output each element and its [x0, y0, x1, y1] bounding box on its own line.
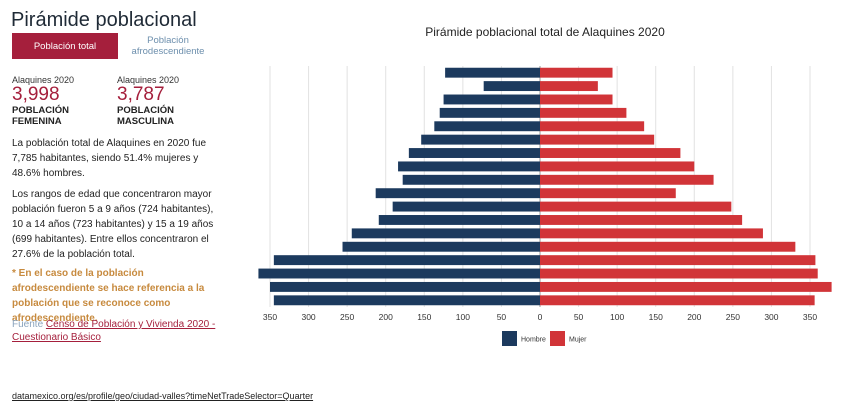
bar-mujer[interactable]: [540, 67, 613, 78]
bar-hombre[interactable]: [443, 94, 540, 105]
bar-hombre[interactable]: [378, 215, 540, 225]
bar-mujer[interactable]: [540, 174, 714, 185]
stat-male-caption: POBLACIÓN MASCULINA: [117, 105, 174, 127]
population-pyramid-chart: Pirámide poblacional total de Alaquines …: [258, 25, 832, 346]
page-url[interactable]: datamexico.org/es/profile/geo/ciudad-val…: [12, 391, 314, 401]
bar-mujer[interactable]: [540, 295, 815, 306]
bar-hombre[interactable]: [270, 281, 540, 292]
bar-hombre[interactable]: [402, 174, 540, 185]
tab-poblacion-total[interactable]: Población total: [12, 33, 118, 59]
x-tick-label: 100: [610, 312, 624, 322]
legend-swatch-hombre[interactable]: [502, 331, 517, 346]
bar-hombre[interactable]: [483, 81, 540, 92]
x-tick-label: 200: [687, 312, 701, 322]
legend-swatch-mujer[interactable]: [550, 331, 565, 346]
bar-hombre[interactable]: [408, 148, 540, 158]
bar-hombre[interactable]: [342, 241, 540, 252]
page-title: Pirámide poblacional: [11, 9, 197, 31]
stat-male-location: Alaquines 2020: [117, 75, 180, 85]
bar-hombre[interactable]: [398, 161, 540, 172]
x-tick-label: 150: [649, 312, 663, 322]
bar-hombre[interactable]: [445, 67, 540, 78]
bar-hombre[interactable]: [392, 201, 540, 212]
stat-female-location: Alaquines 2020: [12, 75, 75, 85]
bar-mujer[interactable]: [540, 107, 627, 118]
legend-label-mujer: Mujer: [569, 337, 587, 344]
stat-male-value: 3,787: [117, 84, 165, 105]
bar-hombre[interactable]: [351, 228, 540, 239]
bar-mujer[interactable]: [540, 161, 695, 172]
bar-mujer[interactable]: [540, 94, 613, 105]
chart-title: Pirámide poblacional total de Alaquines …: [425, 25, 665, 39]
bar-mujer[interactable]: [540, 255, 816, 266]
source-label: Fuente: [12, 319, 44, 330]
bar-hombre[interactable]: [421, 134, 540, 145]
source-link[interactable]: Censo de Población y Vivienda 2020 - Cue…: [12, 319, 216, 343]
bar-mujer[interactable]: [540, 268, 818, 279]
bar-mujer[interactable]: [540, 228, 763, 239]
x-tick-label: 250: [340, 312, 354, 322]
bar-hombre[interactable]: [273, 255, 540, 266]
afro-note: * En el caso de la población afrodescend…: [12, 268, 205, 324]
bar-mujer[interactable]: [540, 121, 645, 132]
source: Fuente Censo de Población y Vivienda 202…: [12, 318, 227, 344]
x-tick-label: 350: [263, 312, 277, 322]
bar-hombre[interactable]: [258, 268, 540, 279]
stat-female-value: 3,998: [12, 84, 60, 105]
stat-male: Alaquines 2020 3,787 POBLACIÓN MASCULINA: [117, 75, 187, 127]
x-tick-label: 200: [379, 312, 393, 322]
bar-hombre[interactable]: [434, 121, 540, 132]
stat-female-caption: POBLACIÓN FEMENINA: [12, 105, 69, 127]
x-tick-label: 50: [574, 312, 584, 322]
x-tick-label: 100: [456, 312, 470, 322]
bar-mujer[interactable]: [540, 215, 743, 225]
x-tick-label: 150: [417, 312, 431, 322]
legend-label-hombre: Hombre: [521, 337, 546, 344]
bar-hombre[interactable]: [273, 295, 540, 306]
tab-poblacion-afrodescendiente[interactable]: Población afrodescendiente: [131, 35, 205, 57]
bar-mujer[interactable]: [540, 201, 732, 212]
bar-mujer[interactable]: [540, 241, 796, 252]
bar-hombre[interactable]: [375, 188, 540, 199]
bar-mujer[interactable]: [540, 81, 598, 92]
x-tick-label: 0: [538, 312, 543, 322]
bar-hombre[interactable]: [439, 107, 540, 118]
bar-mujer[interactable]: [540, 134, 655, 145]
bar-mujer[interactable]: [540, 188, 676, 199]
x-tick-label: 300: [764, 312, 778, 322]
bar-mujer[interactable]: [540, 281, 832, 292]
stat-female: Alaquines 2020 3,998 POBLACIÓN FEMENINA: [12, 75, 82, 127]
bar-mujer[interactable]: [540, 148, 681, 158]
x-tick-label: 350: [803, 312, 817, 322]
summary-paragraph: La población total de Alaquines en 2020 …: [12, 138, 207, 179]
x-tick-label: 50: [497, 312, 507, 322]
x-tick-label: 300: [301, 312, 315, 322]
age-ranges-paragraph: Los rangos de edad que concentraron mayo…: [12, 189, 214, 260]
x-tick-label: 250: [726, 312, 740, 322]
